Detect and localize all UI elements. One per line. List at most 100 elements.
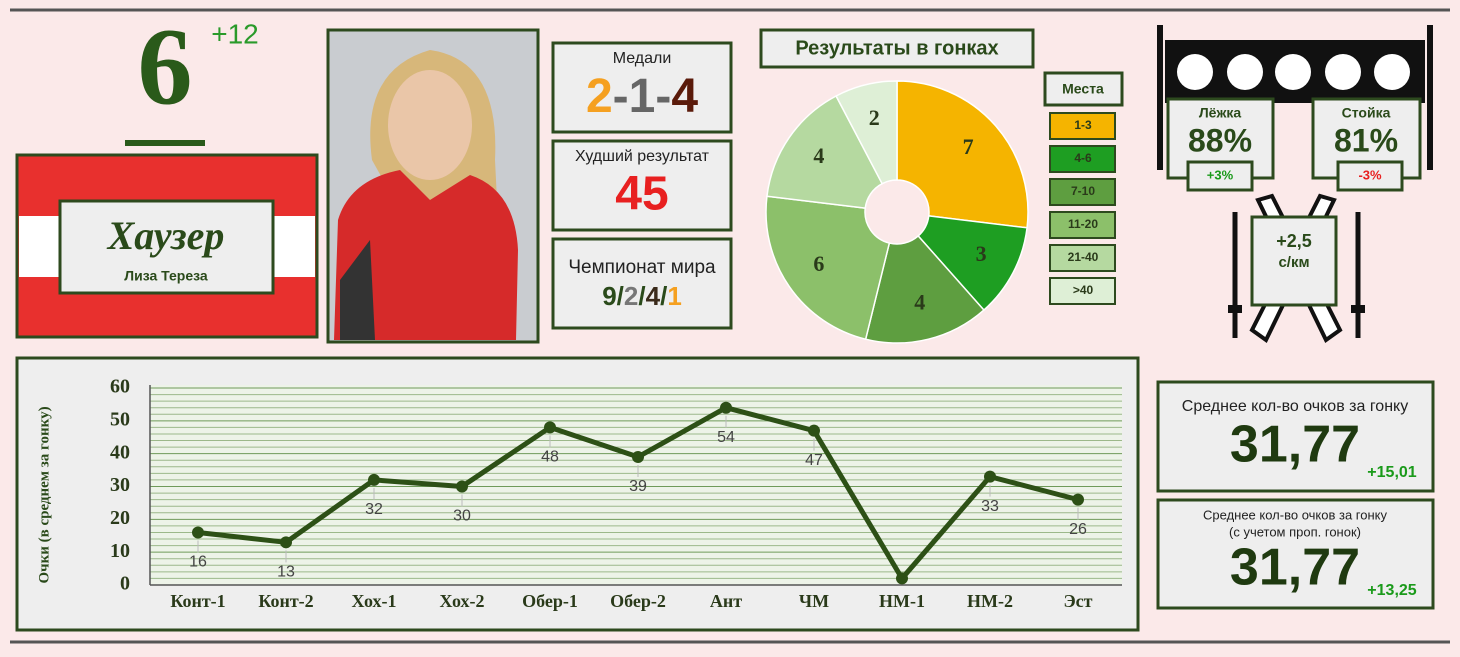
value-label: 13	[277, 564, 295, 581]
point	[896, 572, 908, 585]
slice-label: 7	[963, 134, 974, 159]
separator: /	[638, 281, 645, 311]
y-tick-label: 50	[110, 408, 130, 430]
worst-value: 45	[615, 168, 668, 221]
photo-face	[388, 70, 472, 180]
y-tick-label: 30	[110, 474, 130, 496]
legend-title: Места	[1062, 81, 1104, 97]
championship-label: Чемпионат мира	[568, 257, 716, 278]
separator: /	[660, 281, 667, 311]
value-label: 48	[541, 449, 559, 466]
x-tick-label: НМ-2	[967, 591, 1013, 611]
result: 2	[624, 281, 638, 311]
line-chart: 0 10 20 30 40 50 60 Конт-1 16 Конт-2 13 Хох-1 32 Хох-…	[110, 376, 1122, 611]
bronze: 4	[671, 70, 698, 123]
adj-avg-note: (с учетом проп. гонок)	[1229, 524, 1361, 539]
slice-label: 4	[813, 143, 824, 168]
y-tick-label: 0	[120, 573, 130, 595]
x-tick-label: Ант	[710, 591, 742, 611]
x-tick-label: Хох-2	[440, 591, 485, 611]
y-tick-label: 40	[110, 441, 130, 463]
value-label: 33	[981, 498, 999, 515]
pie-slice	[765, 195, 891, 341]
result: 4	[646, 281, 661, 311]
championship-box	[551, 237, 733, 330]
photo-detail	[340, 240, 375, 340]
separator: -	[613, 70, 629, 123]
ski-speed: +2,5	[1276, 231, 1312, 251]
target	[1374, 54, 1410, 90]
point	[544, 421, 556, 434]
point	[368, 473, 380, 486]
separator: /	[617, 281, 624, 311]
legend-swatch	[1049, 112, 1116, 140]
legend-swatch	[1049, 178, 1116, 206]
point	[632, 450, 644, 463]
y-tick-label: 10	[110, 540, 130, 562]
adj-avg-label: Среднее кол-во очков за гонку	[1203, 507, 1387, 522]
slice-label: 2	[869, 105, 880, 130]
y-axis-label: Очки (в среднем за гонку)	[36, 406, 52, 583]
y-tick-label: 20	[110, 507, 130, 529]
x-tick-label: НМ-1	[879, 591, 925, 611]
pie-title: Результаты в гонках	[795, 37, 998, 59]
value-label: 39	[629, 478, 647, 495]
slice-label: 6	[813, 251, 824, 276]
legend-label: 7-10	[1071, 184, 1095, 198]
x-tick-label: Конт-2	[258, 591, 313, 611]
standing-label: Стойка	[1342, 105, 1391, 121]
slice-label: 3	[976, 241, 987, 266]
separator: -	[655, 70, 671, 123]
adj-avg-change: +13,25	[1367, 582, 1416, 599]
medals-box	[551, 41, 733, 134]
pie-slice	[864, 234, 985, 344]
legend-label: 1-3	[1074, 118, 1092, 132]
x-tick-label: Обер-1	[522, 591, 578, 611]
result: 1	[667, 281, 681, 311]
pie-slice	[766, 94, 884, 209]
silver: 1	[629, 70, 656, 123]
given-names: Лиза Тереза	[124, 268, 208, 284]
medals-count: 2-1-4	[586, 70, 698, 123]
avg-change: +15,01	[1367, 464, 1416, 481]
avg-box	[1156, 380, 1435, 493]
x-tick-label: ЧМ	[799, 591, 829, 611]
point	[808, 424, 820, 437]
pie-slice	[917, 215, 1028, 312]
target	[1227, 54, 1263, 90]
pie-chart: 7 1-3 3 4-6 4 7-10 6 11-20 4 21-40 2 >40	[765, 80, 1116, 344]
legend-title-box	[1043, 71, 1124, 107]
point	[456, 480, 468, 493]
worst-box	[551, 139, 733, 232]
legend-swatch	[1049, 145, 1116, 173]
pole-basket	[1351, 305, 1365, 313]
x-tick-label: Конт-1	[170, 591, 225, 611]
y-tick-label: 60	[110, 376, 130, 398]
point	[280, 536, 292, 549]
surname: Хаузер	[106, 213, 225, 258]
ski-speed-box	[1250, 215, 1338, 307]
target	[1275, 54, 1311, 90]
legend-label: 11-20	[1068, 217, 1098, 231]
pie-slice	[835, 80, 898, 185]
value-label: 26	[1069, 521, 1087, 538]
adj-avg-box	[1156, 498, 1435, 610]
target	[1177, 54, 1213, 90]
avg-value: 31,77	[1230, 416, 1360, 474]
standing-change: -3%	[1358, 167, 1382, 182]
worst-label: Худший результат	[575, 148, 710, 165]
value-label: 16	[189, 554, 207, 571]
legend-label: 21-40	[1068, 250, 1099, 264]
standing-change-box	[1336, 160, 1404, 192]
rank: 6	[138, 5, 193, 127]
value-label: 54	[717, 429, 735, 446]
medals-label: Медали	[613, 50, 672, 67]
standing-accuracy: 81%	[1334, 122, 1398, 158]
slice-label: 4	[914, 289, 925, 314]
pie-title-box	[759, 28, 1035, 69]
x-tick-label: Эст	[1063, 591, 1092, 611]
pole-basket	[1228, 305, 1242, 313]
legend-label: 4-6	[1074, 151, 1092, 165]
